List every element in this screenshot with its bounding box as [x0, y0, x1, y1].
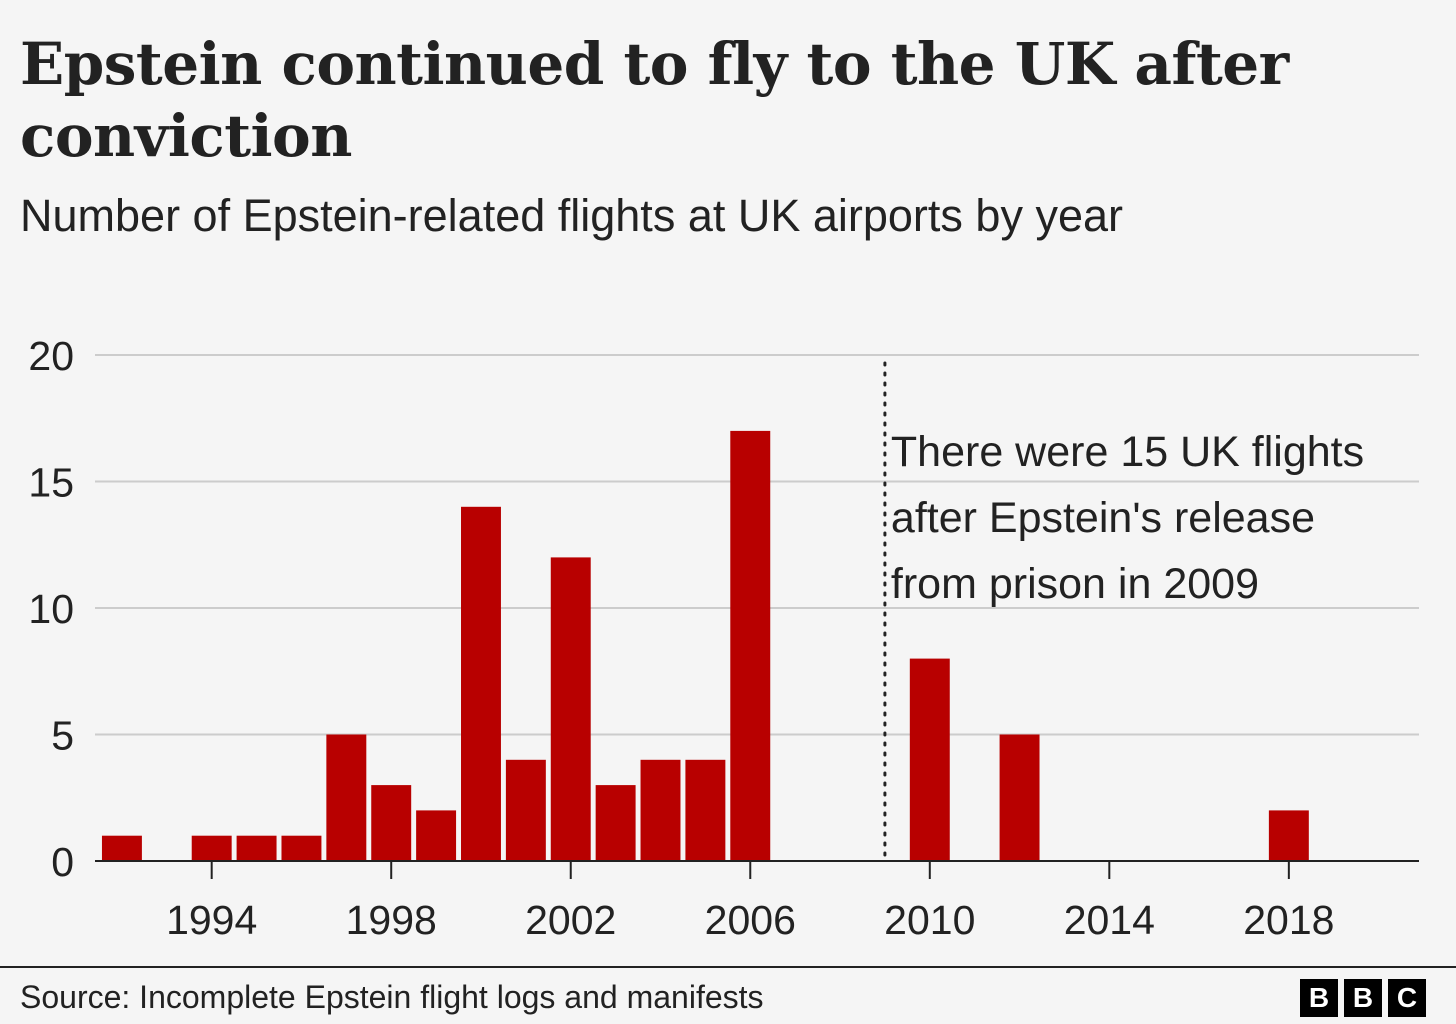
- bar-2018: [1268, 810, 1309, 861]
- bar-2012: [999, 734, 1040, 861]
- bar-1997: [326, 734, 367, 861]
- bar-2010: [909, 658, 950, 861]
- axes: 0 5 10 15 20 1994 1998 2002 2006 2010 2014 2018: [28, 333, 1419, 943]
- chart-subtitle: Number of Epstein-related flights at UK …: [20, 190, 1123, 241]
- x-tick-label-2018: 2018: [1243, 897, 1334, 943]
- x-tick-label-2010: 2010: [884, 897, 975, 943]
- logo-letter-2: B: [1344, 979, 1382, 1017]
- y-tick-label-15: 15: [28, 460, 74, 506]
- logo-letter-3: C: [1388, 979, 1426, 1017]
- bar-2002: [550, 557, 591, 861]
- y-tick-label-0: 0: [51, 839, 74, 885]
- logo-letter-1: B: [1300, 979, 1338, 1017]
- x-tick-label-2002: 2002: [525, 897, 616, 943]
- x-tick-label-1998: 1998: [346, 897, 437, 943]
- y-tick-label-20: 20: [28, 333, 74, 379]
- bar-2004: [640, 759, 681, 861]
- bar-2001: [505, 759, 546, 861]
- chart-title: Epstein continued to fly to the UK after…: [20, 30, 1289, 170]
- bar-1994: [191, 835, 232, 861]
- bars: [101, 430, 1309, 861]
- bar-chart: 0 5 10 15 20 1994 1998 2002 2006 2010 2014 2018 The…: [28, 333, 1419, 943]
- annotation-line-2: after Epstein's release: [891, 494, 1315, 542]
- y-tick-label-10: 10: [28, 586, 74, 632]
- bar-1996: [281, 835, 322, 861]
- bar-2005: [685, 759, 726, 861]
- bar-1998: [371, 785, 412, 861]
- y-tick-label-5: 5: [51, 713, 74, 759]
- x-tick-label-2006: 2006: [705, 897, 796, 943]
- x-tick-label-2014: 2014: [1064, 897, 1155, 943]
- annotation: There were 15 UK flights after Epstein's …: [883, 361, 1364, 863]
- annotation-line-1: There were 15 UK flights: [891, 428, 1364, 476]
- bar-2006: [730, 430, 771, 861]
- bar-2003: [595, 785, 636, 861]
- bar-1999: [416, 810, 457, 861]
- bar-2000: [461, 506, 501, 861]
- bbc-logo: B B C: [1300, 979, 1426, 1017]
- footer-divider: [0, 966, 1456, 968]
- x-tick-label-1994: 1994: [166, 897, 257, 943]
- source-note: Source: Incomplete Epstein flight logs a…: [20, 979, 764, 1015]
- annotation-line-3: from prison in 2009: [891, 560, 1259, 608]
- bar-1992: [101, 835, 142, 861]
- bar-1995: [236, 835, 277, 861]
